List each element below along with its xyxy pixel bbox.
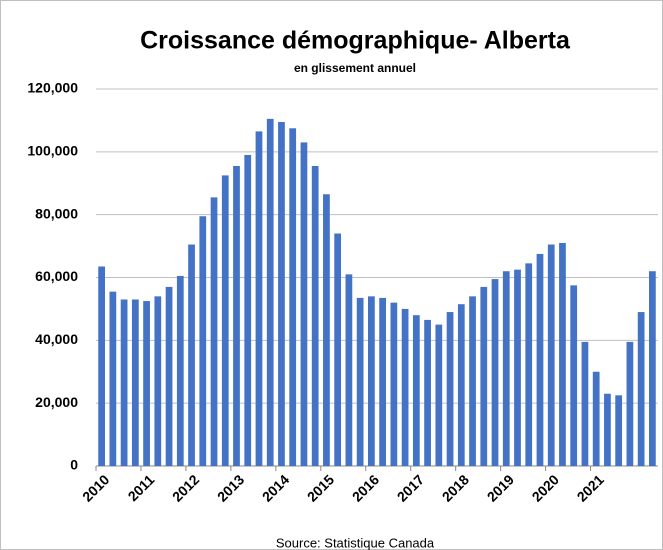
bar [300, 142, 308, 467]
bar [334, 233, 342, 466]
bar [525, 263, 533, 466]
bar [165, 286, 173, 466]
bar [446, 312, 454, 466]
bar [120, 299, 128, 466]
chart-title: Croissance démographique- Alberta [140, 27, 571, 55]
bar [559, 242, 566, 466]
bar [502, 271, 510, 466]
bar [626, 341, 634, 466]
bar [356, 297, 364, 466]
y-tick-label: 40,000 [35, 331, 78, 347]
bar [131, 299, 139, 466]
bar [547, 244, 555, 466]
bar [581, 341, 589, 466]
source-note: Source: Statistique Canada [276, 535, 435, 550]
bar [233, 165, 240, 467]
bar [536, 253, 544, 466]
bar [615, 395, 623, 466]
bar [221, 175, 229, 467]
bar [188, 244, 195, 466]
bar [570, 285, 578, 466]
bar [368, 296, 375, 466]
bar [109, 291, 117, 466]
bar [604, 393, 611, 466]
bar [143, 301, 150, 466]
bar [424, 319, 431, 466]
y-tick-label: 100,000 [27, 143, 78, 159]
bar [244, 154, 252, 466]
y-tick-label: 0 [70, 457, 78, 473]
bar [401, 308, 409, 466]
bar [435, 324, 443, 466]
bar [390, 302, 398, 466]
bar [412, 315, 420, 466]
bar [345, 274, 353, 466]
chart-subtitle: en glissement annuel [294, 61, 416, 75]
bar [323, 194, 330, 466]
y-tick-label: 80,000 [35, 205, 78, 221]
bar [176, 275, 184, 466]
y-tick-label: 60,000 [35, 268, 78, 284]
bar [311, 165, 319, 467]
y-tick-label: 20,000 [35, 394, 78, 410]
bar [210, 197, 218, 466]
bar [154, 296, 162, 466]
bar [469, 296, 476, 466]
bar [379, 297, 386, 466]
bar [255, 131, 263, 466]
bar [491, 279, 499, 466]
bar [289, 128, 297, 467]
bar [592, 371, 600, 466]
bar [637, 312, 645, 466]
bar [514, 269, 521, 466]
y-tick-label: 120,000 [27, 80, 78, 96]
bar [199, 216, 207, 466]
bar [649, 271, 656, 466]
bar [278, 121, 285, 467]
bar [480, 286, 488, 466]
bar [266, 118, 274, 467]
bar [457, 304, 465, 466]
bar [98, 266, 105, 466]
